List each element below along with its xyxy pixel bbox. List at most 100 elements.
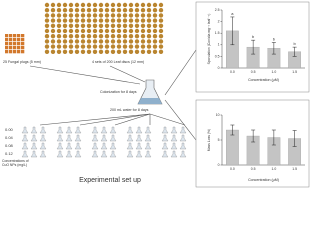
disc — [140, 2, 146, 8]
disc — [50, 23, 56, 28]
disc — [110, 49, 116, 54]
disc — [116, 49, 122, 54]
disc — [92, 44, 98, 49]
disc — [146, 18, 152, 23]
disc — [98, 34, 104, 39]
small-flask — [30, 134, 38, 142]
disc — [140, 44, 146, 49]
disc — [116, 23, 122, 28]
disc — [74, 13, 80, 18]
small-flask — [56, 142, 64, 150]
disc — [68, 18, 74, 23]
error-bar — [292, 130, 297, 147]
disc — [146, 44, 152, 49]
plug — [13, 38, 17, 42]
disc — [104, 8, 110, 13]
disc — [134, 8, 140, 13]
plug — [5, 34, 9, 38]
small-flask — [109, 150, 117, 158]
plug — [9, 46, 13, 50]
disc — [56, 13, 62, 18]
disc — [74, 39, 80, 44]
small-flask — [126, 126, 134, 134]
disc — [56, 44, 62, 49]
disc — [98, 39, 104, 44]
disc — [128, 49, 134, 54]
concentration: 0.04 — [5, 135, 14, 140]
disc — [110, 8, 116, 13]
disc — [62, 39, 68, 44]
disc — [98, 18, 104, 23]
error-bar — [230, 124, 235, 136]
small-flask — [109, 142, 117, 150]
disc — [86, 28, 92, 34]
y-tick-label: 5 — [218, 138, 220, 142]
concentration-label: CuO NPs (mg/L) — [2, 163, 27, 167]
small-flask — [179, 150, 187, 158]
small-flask — [30, 142, 38, 150]
small-flask — [161, 142, 169, 150]
disc — [62, 13, 68, 18]
disc — [92, 13, 98, 18]
disc — [50, 34, 56, 39]
disc — [158, 39, 164, 44]
disc — [86, 39, 92, 44]
disc — [128, 2, 134, 8]
small-flask — [74, 150, 82, 158]
small-flask — [100, 150, 108, 158]
disc — [86, 13, 92, 18]
disc — [62, 2, 68, 8]
small-flask — [135, 126, 143, 134]
error-bar — [271, 42, 276, 55]
disc — [68, 34, 74, 39]
disc — [152, 44, 158, 49]
disc — [80, 49, 86, 54]
disc — [128, 23, 134, 28]
small-flask — [109, 134, 117, 142]
disc — [158, 18, 164, 23]
disc — [56, 39, 62, 44]
disc — [80, 34, 86, 39]
disc — [116, 18, 122, 23]
disc — [116, 13, 122, 18]
small-flask — [144, 134, 152, 142]
disc — [86, 2, 92, 8]
disc — [62, 49, 68, 54]
concentration-label: Concentrations of — [2, 159, 29, 163]
caption: Experimental set up — [79, 177, 141, 184]
disc — [158, 34, 164, 39]
figure: 25 Fungal plugs (5 mm) 4 sets of 200 Lea… — [2, 1, 310, 188]
small-flask — [39, 142, 47, 150]
disc — [110, 13, 116, 18]
plug — [17, 38, 21, 42]
disc — [146, 49, 152, 54]
disc — [152, 18, 158, 23]
disc — [44, 8, 50, 13]
plug — [17, 50, 21, 54]
disc — [98, 28, 104, 34]
x-tick-label: 0.0 — [230, 70, 235, 74]
small-flask — [126, 150, 134, 158]
y-tick-label: 10 — [216, 113, 220, 117]
disc — [116, 39, 122, 44]
disc — [122, 34, 128, 39]
error-bar — [230, 16, 235, 46]
x-tick-label: 0.5 — [251, 70, 256, 74]
disc — [152, 28, 158, 34]
plug — [13, 42, 17, 46]
disc — [68, 44, 74, 49]
disc — [98, 8, 104, 13]
small-flask — [39, 150, 47, 158]
colonization-label: Colonization for 8 days — [100, 90, 137, 94]
small-flask — [74, 142, 82, 150]
plug — [21, 34, 25, 38]
disc — [80, 39, 86, 44]
small-flask — [109, 126, 117, 134]
disc — [158, 44, 164, 49]
disc — [80, 23, 86, 28]
disc — [104, 18, 110, 23]
disc — [50, 2, 56, 8]
plug — [21, 38, 25, 42]
disc — [80, 13, 86, 18]
small-flask — [100, 126, 108, 134]
